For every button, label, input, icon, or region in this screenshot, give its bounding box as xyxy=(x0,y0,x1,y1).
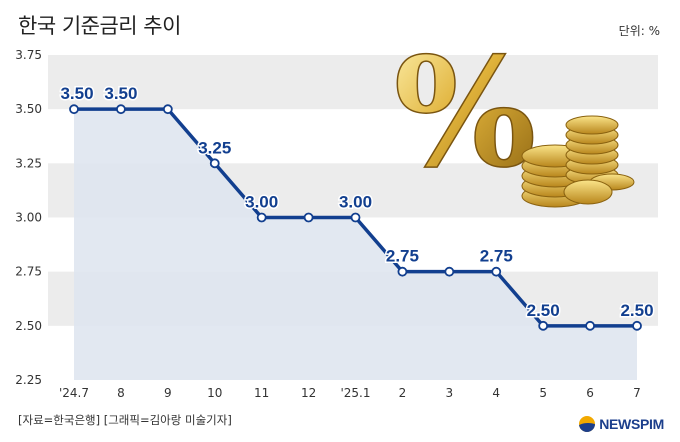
percent-and-gold-coins-icon: % xyxy=(393,24,635,208)
x-tick-label: 10 xyxy=(207,386,222,400)
x-tick-label: '25.1 xyxy=(340,386,370,400)
x-tick-label: '24.7 xyxy=(59,386,89,400)
newspim-logo: NEWSPIM xyxy=(579,416,664,432)
x-tick-label: 4 xyxy=(492,386,500,400)
rate-point xyxy=(209,158,220,169)
area-under-line xyxy=(74,109,637,381)
x-tick-label: 9 xyxy=(164,386,172,400)
source-credit: [자료=한국은행] [그래픽=김아랑 미술기자] xyxy=(18,413,232,427)
x-tick-label: 8 xyxy=(117,386,125,400)
y-tick-label: 3.25 xyxy=(15,156,42,170)
point-value-label: 3.00 xyxy=(339,193,372,212)
x-tick-label: 11 xyxy=(254,386,269,400)
x-axis-ticks: '24.7 8 9 10 11 12 '25.1 2 3 4 5 6 7 xyxy=(59,386,641,400)
unit-label: 단위: % xyxy=(618,24,660,38)
y-tick-label: 2.50 xyxy=(15,319,42,333)
rate-point xyxy=(491,266,502,277)
point-value-label: 2.50 xyxy=(527,301,560,320)
point-value-label: 3.25 xyxy=(198,138,231,157)
y-tick-label: 3.50 xyxy=(15,102,42,116)
y-axis-ticks: 2.25 2.50 2.75 3.00 3.25 3.50 3.75 xyxy=(15,48,42,387)
rate-point xyxy=(585,320,595,331)
rate-point xyxy=(350,212,361,223)
y-tick-label: 2.75 xyxy=(15,265,42,279)
grid-band xyxy=(48,55,658,110)
rate-line-series xyxy=(69,104,642,331)
rate-point xyxy=(69,104,79,115)
x-tick-label: 2 xyxy=(399,386,407,400)
point-value-label: 3.50 xyxy=(104,84,137,103)
chart-title: 한국 기준금리 추이 xyxy=(18,14,181,38)
rate-point xyxy=(162,104,173,115)
point-value-label: 3.50 xyxy=(60,84,93,103)
y-tick-label: 3.00 xyxy=(15,211,42,225)
x-tick-label: 6 xyxy=(586,386,594,400)
x-tick-label: 5 xyxy=(539,386,547,400)
rate-point xyxy=(256,212,267,223)
point-value-label: 2.75 xyxy=(386,247,419,266)
point-value-label: 3.00 xyxy=(245,193,278,212)
newspim-logo-icon xyxy=(579,416,596,432)
point-value-label: 2.50 xyxy=(620,301,653,320)
point-value-labels: 3.50 3.50 3.25 3.00 3.00 2.75 2.75 2.50 2.50 xyxy=(59,83,655,322)
x-tick-label: 7 xyxy=(633,386,641,400)
x-tick-label: 12 xyxy=(301,386,316,400)
x-tick-label: 3 xyxy=(446,386,454,400)
coin-stacks xyxy=(521,115,635,208)
percent-glyph: % xyxy=(394,25,537,201)
y-tick-label: 2.25 xyxy=(15,373,42,387)
rate-point xyxy=(538,320,549,331)
rate-point xyxy=(444,266,455,277)
logo-text: NEWSPIM xyxy=(599,416,664,432)
rate-point xyxy=(116,104,126,115)
y-tick-label: 3.75 xyxy=(15,48,42,62)
area-fill xyxy=(74,109,637,381)
point-value-label: 2.75 xyxy=(480,247,513,266)
rate-point xyxy=(303,212,314,223)
rate-point xyxy=(632,320,642,331)
rate-point xyxy=(397,266,408,277)
